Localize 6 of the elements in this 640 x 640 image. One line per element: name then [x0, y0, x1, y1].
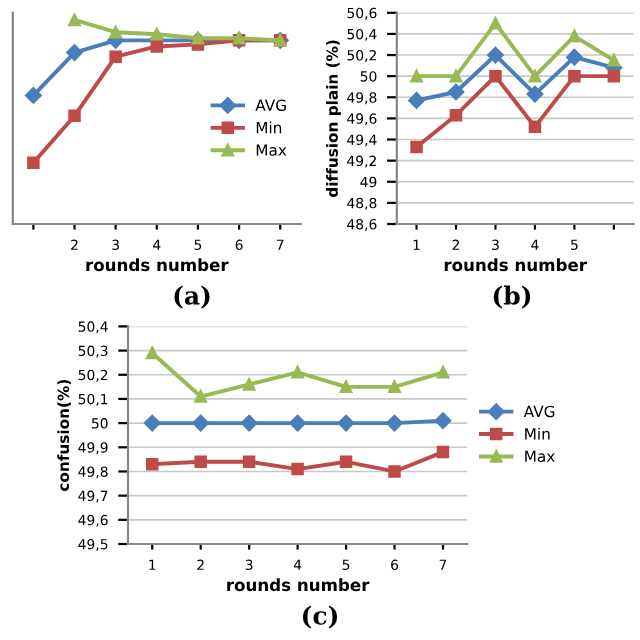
text: (b): [493, 285, 531, 309]
x-axis-title: rounds number: [444, 258, 587, 272]
x-axis-title: rounds number: [86, 258, 229, 272]
text: (c): [302, 605, 338, 629]
x-axis-title: rounds number: [227, 578, 370, 592]
text: (a): [174, 285, 210, 309]
